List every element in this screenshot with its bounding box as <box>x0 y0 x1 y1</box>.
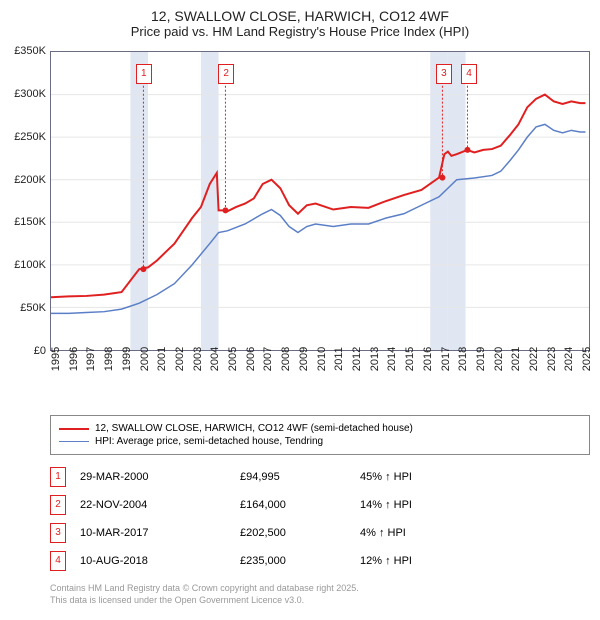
sale-marker: 2 <box>50 495 66 515</box>
footer-line1: Contains HM Land Registry data © Crown c… <box>50 583 590 595</box>
x-tick: 2002 <box>174 347 186 371</box>
title-line2: Price paid vs. HM Land Registry's House … <box>0 24 600 39</box>
x-tick: 2017 <box>440 347 452 371</box>
sale-marker: 4 <box>50 551 66 571</box>
legend-label: HPI: Average price, semi-detached house,… <box>95 436 323 447</box>
chart-svg <box>51 52 589 350</box>
y-tick: £200K <box>14 174 46 186</box>
x-tick: 2000 <box>139 347 151 371</box>
marker-point <box>464 147 470 153</box>
x-tick: 2006 <box>245 347 257 371</box>
sale-marker: 3 <box>50 523 66 543</box>
x-tick: 2024 <box>563 347 575 371</box>
x-tick: 2016 <box>422 347 434 371</box>
title-line1: 12, SWALLOW CLOSE, HARWICH, CO12 4WF <box>0 8 600 24</box>
x-tick: 2020 <box>493 347 505 371</box>
legend: 12, SWALLOW CLOSE, HARWICH, CO12 4WF (se… <box>50 415 590 455</box>
sale-date: 29-MAR-2000 <box>80 471 240 483</box>
y-tick: £350K <box>14 45 46 57</box>
x-tick: 1996 <box>68 347 80 371</box>
sale-date: 10-AUG-2018 <box>80 555 240 567</box>
plot-area: £0£50K£100K£150K£200K£250K£300K£350K 123… <box>50 51 590 411</box>
x-axis: 1995199619971998199920002001200220032004… <box>50 351 590 411</box>
x-tick: 2001 <box>156 347 168 371</box>
x-tick: 2010 <box>316 347 328 371</box>
sale-delta: 12% ↑ HPI <box>360 555 480 567</box>
x-tick: 2018 <box>457 347 469 371</box>
x-tick: 2022 <box>528 347 540 371</box>
marker-point <box>439 175 445 181</box>
sale-row: 4 10-AUG-2018 £235,000 12% ↑ HPI <box>50 547 590 575</box>
y-tick: £100K <box>14 259 46 271</box>
sale-date: 10-MAR-2017 <box>80 527 240 539</box>
marker-box: 4 <box>461 64 477 84</box>
x-tick: 2009 <box>298 347 310 371</box>
x-tick: 2015 <box>404 347 416 371</box>
sale-row: 1 29-MAR-2000 £94,995 45% ↑ HPI <box>50 463 590 491</box>
x-tick: 2021 <box>510 347 522 371</box>
x-tick: 2005 <box>227 347 239 371</box>
legend-label: 12, SWALLOW CLOSE, HARWICH, CO12 4WF (se… <box>95 423 413 434</box>
x-tick: 2023 <box>546 347 558 371</box>
x-tick: 1999 <box>121 347 133 371</box>
y-tick: £150K <box>14 216 46 228</box>
sale-price: £235,000 <box>240 555 360 567</box>
sale-price: £94,995 <box>240 471 360 483</box>
x-tick: 2025 <box>581 347 593 371</box>
chart-title: 12, SWALLOW CLOSE, HARWICH, CO12 4WF Pri… <box>0 0 600 43</box>
y-axis: £0£50K£100K£150K£200K£250K£300K£350K <box>0 51 48 351</box>
y-tick: £250K <box>14 131 46 143</box>
x-tick: 2004 <box>209 347 221 371</box>
x-tick: 2008 <box>280 347 292 371</box>
sale-marker: 1 <box>50 467 66 487</box>
sale-delta: 45% ↑ HPI <box>360 471 480 483</box>
sale-price: £202,500 <box>240 527 360 539</box>
x-tick: 2014 <box>386 347 398 371</box>
x-tick: 2019 <box>475 347 487 371</box>
footer-line2: This data is licensed under the Open Gov… <box>50 595 590 607</box>
marker-box: 3 <box>436 64 452 84</box>
x-tick: 2003 <box>192 347 204 371</box>
x-tick: 2011 <box>333 347 345 371</box>
band <box>430 52 448 350</box>
x-tick: 2013 <box>369 347 381 371</box>
legend-row: HPI: Average price, semi-detached house,… <box>59 435 581 448</box>
sale-delta: 4% ↑ HPI <box>360 527 480 539</box>
legend-swatch <box>59 428 89 430</box>
sale-date: 22-NOV-2004 <box>80 499 240 511</box>
sale-delta: 14% ↑ HPI <box>360 499 480 511</box>
marker-box: 2 <box>218 64 234 84</box>
footer: Contains HM Land Registry data © Crown c… <box>50 583 590 606</box>
sale-price: £164,000 <box>240 499 360 511</box>
x-tick: 1995 <box>50 347 62 371</box>
legend-swatch <box>59 441 89 442</box>
x-tick: 2007 <box>262 347 274 371</box>
sales-table: 1 29-MAR-2000 £94,995 45% ↑ HPI 2 22-NOV… <box>50 463 590 575</box>
band <box>448 52 466 350</box>
chart-container: 12, SWALLOW CLOSE, HARWICH, CO12 4WF Pri… <box>0 0 600 606</box>
sale-row: 2 22-NOV-2004 £164,000 14% ↑ HPI <box>50 491 590 519</box>
x-tick: 1998 <box>103 347 115 371</box>
y-tick: £300K <box>14 88 46 100</box>
marker-box: 1 <box>136 64 152 84</box>
marker-point <box>140 266 146 272</box>
x-tick: 1997 <box>85 347 97 371</box>
y-tick: £50K <box>20 302 46 314</box>
legend-row: 12, SWALLOW CLOSE, HARWICH, CO12 4WF (se… <box>59 422 581 435</box>
y-tick: £0 <box>34 345 46 357</box>
sale-row: 3 10-MAR-2017 £202,500 4% ↑ HPI <box>50 519 590 547</box>
x-tick: 2012 <box>351 347 363 371</box>
marker-point <box>222 207 228 213</box>
plot-inner: 1 2 34 <box>50 51 590 351</box>
